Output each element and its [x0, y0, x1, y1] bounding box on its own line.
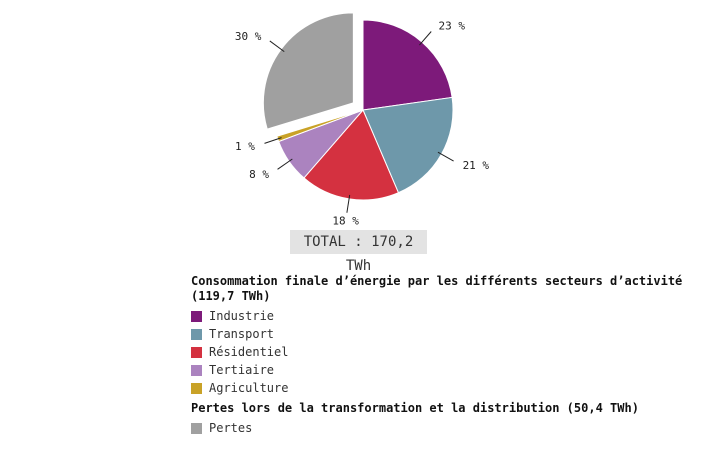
- legend-swatch-pertes: [191, 422, 202, 434]
- leader-line-residentiel: [346, 194, 351, 213]
- leader-line-tertiaire: [277, 158, 293, 170]
- pie-chart: 23 % 21 % 18 % 8 % 1 % 30 %: [235, 12, 490, 228]
- legend-swatch-residentiel: [191, 346, 202, 358]
- legend-heading-losses: Pertes lors de la transformation et la d…: [191, 401, 639, 415]
- total-label: TOTAL : 170,2 TWh: [290, 230, 427, 274]
- legend-label-pertes: Pertes: [209, 421, 253, 435]
- legend-swatch-agriculture: [191, 382, 202, 394]
- legend-item-tertiaire: Tertiaire: [191, 361, 711, 379]
- legend-swatch-industrie: [191, 310, 202, 322]
- leader-line-industrie: [419, 31, 432, 46]
- legend-swatch-transport: [191, 328, 202, 340]
- legend-item-agriculture: Agriculture: [191, 379, 711, 397]
- legend-heading-consumption: Consommation finale d’énergie par les di…: [191, 274, 683, 303]
- legend-item-pertes: Pertes: [191, 419, 711, 437]
- legend-swatch-tertiaire: [191, 364, 202, 376]
- value-label-industrie: 23 %: [438, 19, 465, 32]
- leader-line-agriculture: [264, 137, 282, 144]
- value-label-tertiaire: 8 %: [249, 168, 269, 181]
- legend-label-tertiaire: Tertiaire: [209, 363, 275, 377]
- legend: Consommation finale d’énergie par les di…: [191, 274, 711, 437]
- value-label-pertes: 30 %: [235, 30, 262, 43]
- legend-label-agriculture: Agriculture: [209, 381, 289, 395]
- legend-item-industrie: Industrie: [191, 307, 711, 325]
- pie-slice-industrie: [362, 19, 453, 111]
- legend-label-residentiel: Résidentiel: [209, 345, 289, 359]
- legend-item-residentiel: Résidentiel: [191, 343, 711, 361]
- leader-line-transport: [437, 151, 454, 162]
- pie-slice-pertes: [262, 12, 354, 130]
- legend-label-industrie: Industrie: [209, 309, 275, 323]
- legend-item-transport: Transport: [191, 325, 711, 343]
- leader-line-pertes: [269, 40, 285, 53]
- value-label-residentiel: 18 %: [332, 215, 359, 228]
- legend-label-transport: Transport: [209, 327, 275, 341]
- value-label-agriculture: 1 %: [235, 140, 255, 153]
- value-label-transport: 21 %: [463, 159, 490, 172]
